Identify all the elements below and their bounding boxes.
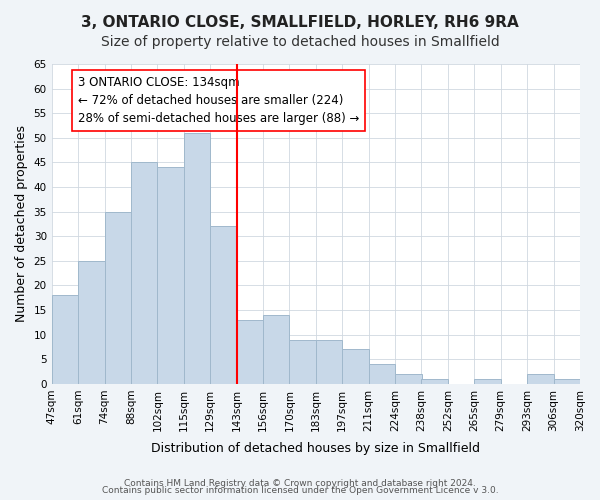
Text: 3 ONTARIO CLOSE: 134sqm
← 72% of detached houses are smaller (224)
28% of semi-d: 3 ONTARIO CLOSE: 134sqm ← 72% of detache… bbox=[78, 76, 359, 126]
Bar bbox=[421, 379, 448, 384]
Bar bbox=[131, 162, 157, 384]
Bar bbox=[368, 364, 395, 384]
Text: Contains public sector information licensed under the Open Government Licence v : Contains public sector information licen… bbox=[101, 486, 499, 495]
Bar bbox=[210, 226, 236, 384]
Bar bbox=[475, 379, 501, 384]
Text: 3, ONTARIO CLOSE, SMALLFIELD, HORLEY, RH6 9RA: 3, ONTARIO CLOSE, SMALLFIELD, HORLEY, RH… bbox=[81, 15, 519, 30]
Bar bbox=[236, 320, 263, 384]
Bar bbox=[289, 340, 316, 384]
Bar bbox=[184, 133, 210, 384]
Bar bbox=[316, 340, 342, 384]
Bar bbox=[527, 374, 554, 384]
Bar bbox=[104, 212, 131, 384]
Bar bbox=[157, 168, 184, 384]
Bar bbox=[554, 379, 580, 384]
Text: Contains HM Land Registry data © Crown copyright and database right 2024.: Contains HM Land Registry data © Crown c… bbox=[124, 478, 476, 488]
Bar bbox=[52, 296, 78, 384]
Text: Size of property relative to detached houses in Smallfield: Size of property relative to detached ho… bbox=[101, 35, 499, 49]
Bar bbox=[395, 374, 421, 384]
X-axis label: Distribution of detached houses by size in Smallfield: Distribution of detached houses by size … bbox=[151, 442, 481, 455]
Bar bbox=[78, 261, 104, 384]
Bar bbox=[263, 315, 289, 384]
Y-axis label: Number of detached properties: Number of detached properties bbox=[15, 126, 28, 322]
Bar bbox=[342, 350, 368, 384]
